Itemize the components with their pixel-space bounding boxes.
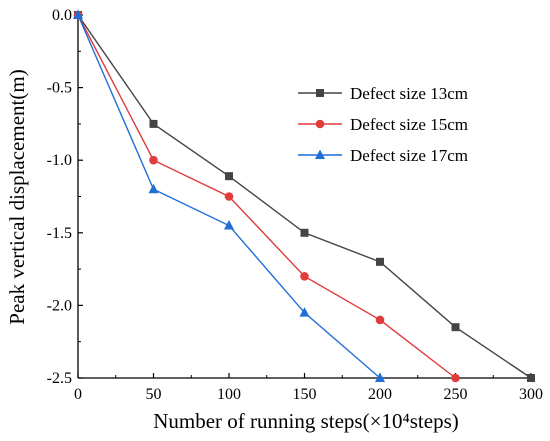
y-tick-label: -1.0 xyxy=(47,152,72,169)
legend-label: Defect size 13cm xyxy=(350,84,468,103)
x-tick-label: 300 xyxy=(519,386,543,403)
data-point xyxy=(148,183,159,194)
legend-item: Defect size 15cm xyxy=(298,115,468,134)
series-layer xyxy=(73,9,535,383)
legend-item: Defect size 13cm xyxy=(298,84,468,103)
x-tick-label: 250 xyxy=(444,386,468,403)
data-point xyxy=(300,272,309,281)
y-axis-ticks: 0.0 -0.5 -1.0 -1.5 -2.0 -2.5 xyxy=(47,7,83,387)
legend: Defect size 13cm Defect size 15cm Defect s… xyxy=(298,84,468,165)
x-tick-label: 0 xyxy=(74,386,82,403)
y-tick-label: -2.5 xyxy=(47,370,72,387)
y-tick-label: 0.0 xyxy=(52,7,72,24)
data-point xyxy=(451,323,460,332)
x-tick-label: 200 xyxy=(368,386,392,403)
y-tick-label: -2.0 xyxy=(47,297,72,314)
series-line xyxy=(77,14,532,379)
legend-marker xyxy=(315,119,325,129)
legend-label: Defect size 17cm xyxy=(350,146,468,165)
data-point xyxy=(375,372,385,382)
data-point xyxy=(73,9,83,19)
data-point xyxy=(224,192,234,201)
x-tick-label: 50 xyxy=(146,386,162,403)
legend-marker xyxy=(315,149,325,159)
data-point xyxy=(300,228,309,237)
data-point xyxy=(527,374,535,382)
data-point xyxy=(149,119,158,128)
data-point xyxy=(375,315,385,325)
y-tick-label: -0.5 xyxy=(47,80,72,97)
x-axis-title: Number of running steps(×10⁴steps) xyxy=(153,409,459,433)
y-axis-title: Peak vertical displacement(m) xyxy=(5,69,29,324)
x-tick-label: 150 xyxy=(293,386,317,403)
legend-item: Defect size 17cm xyxy=(298,146,468,165)
data-point xyxy=(299,307,310,317)
legend-marker xyxy=(316,89,324,97)
data-point xyxy=(225,172,233,181)
series-1 xyxy=(74,11,535,382)
data-point xyxy=(224,220,234,230)
x-tick-label: 100 xyxy=(217,386,241,403)
data-point xyxy=(451,373,460,383)
legend-label: Defect size 15cm xyxy=(350,115,468,134)
series-line xyxy=(77,14,456,379)
data-point xyxy=(149,155,158,165)
data-point xyxy=(376,257,384,266)
series-2 xyxy=(73,10,460,383)
y-tick-label: -1.5 xyxy=(47,225,72,242)
plot-frame xyxy=(77,15,531,379)
series-3 xyxy=(73,9,385,382)
